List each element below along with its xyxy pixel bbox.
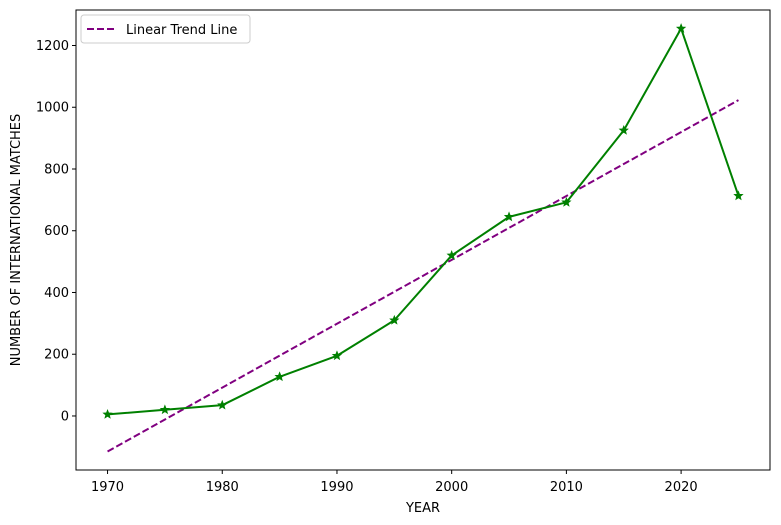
y-axis-ticks: 0 200 400 600 800 1000 1200 [36,39,76,424]
y-tick-label: 0 [61,409,69,424]
y-tick-label: 1000 [36,101,69,116]
data-point-marker [331,350,343,361]
x-tick-label: 1980 [206,480,239,495]
y-tick-label: 400 [44,286,69,301]
data-point-marker [159,404,171,415]
x-tick-label: 2020 [665,480,698,495]
data-point-marker [733,190,744,201]
data-point-marker [446,250,457,260]
y-tick-label: 800 [44,162,69,177]
x-tick-label: 2000 [435,480,468,495]
legend-box [80,14,251,44]
trend-line [107,99,739,453]
legend-label-trend: Linear Trend Line [126,23,237,38]
y-tick-label: 200 [44,348,69,363]
y-axis-label: NUMBER OF INTERNATIONAL MATCHES [9,114,24,367]
plot-frame [75,9,771,471]
y-tick-label: 600 [44,224,69,239]
data-point-marker [561,196,572,207]
legend: Linear Trend Line [80,14,251,44]
series-layer [102,23,744,453]
y-tick-label: 1200 [36,39,69,54]
data-line [107,27,740,416]
data-point-marker [217,399,228,410]
data-point-marker [389,314,400,325]
x-tick-label: 1970 [91,480,124,495]
x-axis-ticks: 1970 1980 1990 2000 2010 2020 [91,470,698,495]
x-tick-label: 2010 [550,480,583,495]
data-point-marker [675,23,687,33]
data-point-marker [274,371,285,382]
x-tick-label: 1990 [320,480,353,495]
data-point-marker [618,124,629,135]
data-point-marker [503,211,515,222]
x-axis-label: YEAR [405,501,440,516]
data-point-marker [102,409,113,419]
plot-area [76,10,770,470]
